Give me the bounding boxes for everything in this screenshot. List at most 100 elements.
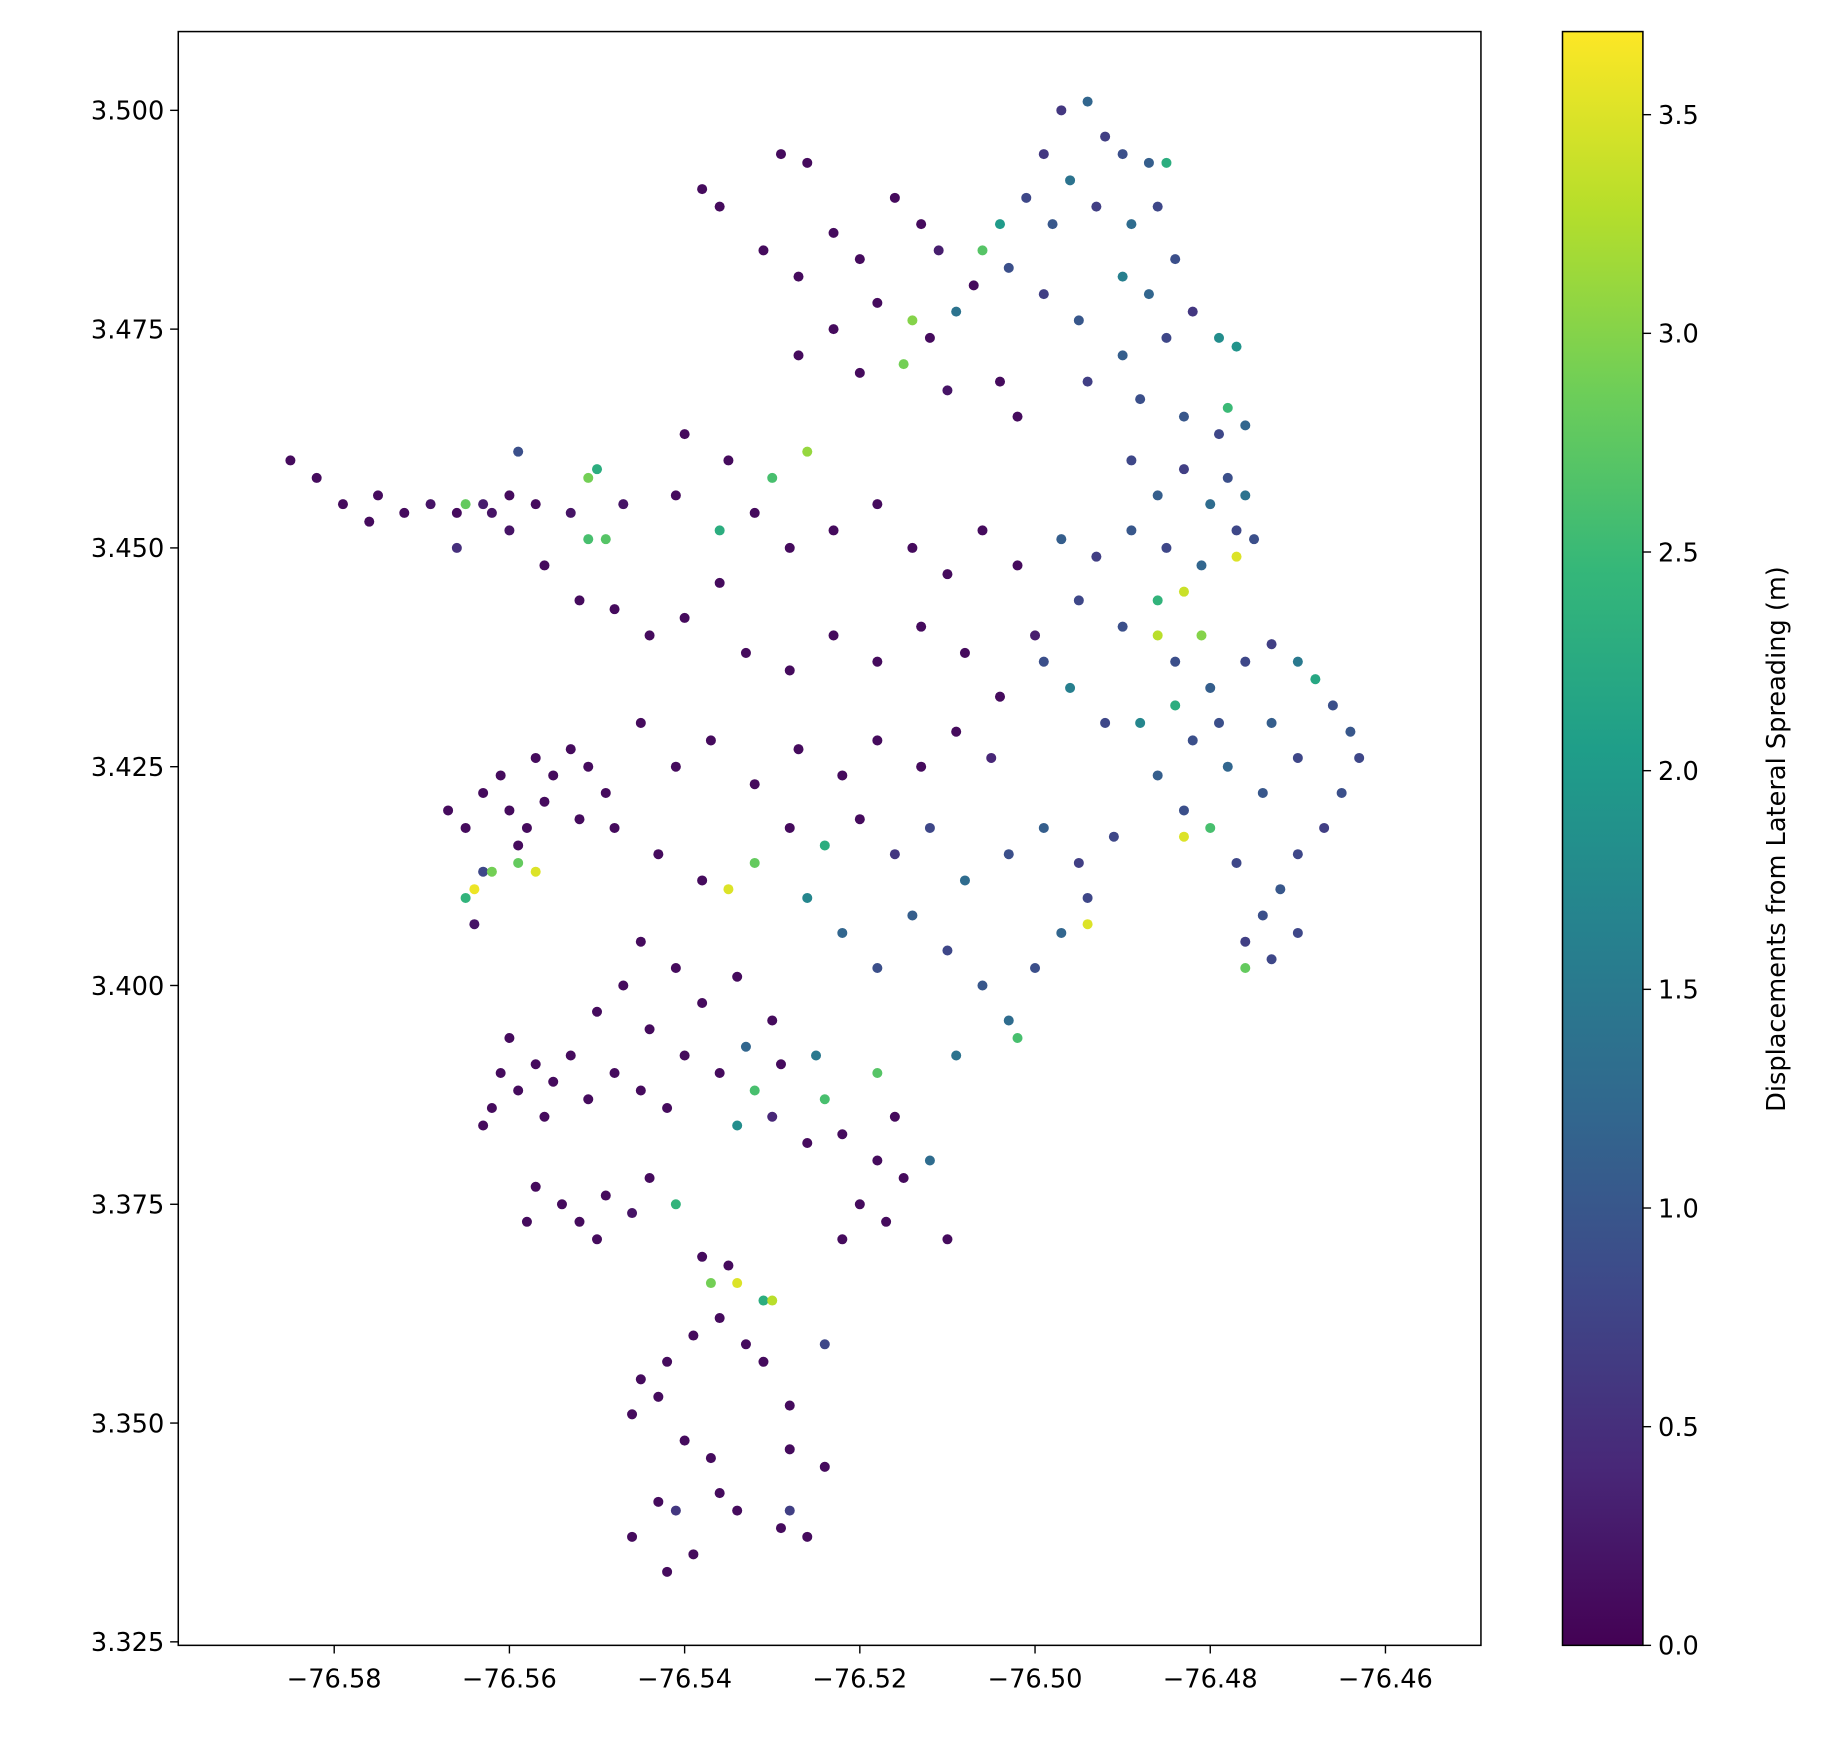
- data-point: [1292, 849, 1303, 860]
- data-point: [1012, 560, 1023, 571]
- data-point: [828, 525, 839, 536]
- data-point: [478, 866, 489, 877]
- data-point: [1222, 761, 1233, 772]
- data-point: [793, 350, 804, 361]
- data-point: [697, 875, 708, 886]
- data-point: [1082, 96, 1093, 107]
- data-point: [854, 1199, 865, 1210]
- data-point: [443, 805, 454, 816]
- data-point: [784, 1505, 795, 1516]
- data-point: [670, 490, 681, 501]
- data-point: [1030, 630, 1041, 641]
- data-point: [1170, 656, 1181, 667]
- y-tick-label: 3.325: [91, 1628, 164, 1658]
- data-point: [1222, 402, 1233, 413]
- data-point: [1345, 726, 1356, 737]
- data-point: [539, 560, 550, 571]
- data-point: [1213, 717, 1225, 728]
- data-point: [959, 647, 970, 658]
- data-point: [872, 656, 883, 667]
- data-point: [495, 770, 506, 781]
- colorbar-gradient: [1561, 30, 1644, 1647]
- data-point: [679, 1435, 690, 1446]
- data-point: [837, 927, 848, 938]
- data-point: [907, 542, 918, 553]
- data-point: [460, 892, 471, 903]
- data-point: [749, 507, 760, 518]
- data-point: [775, 1523, 786, 1534]
- data-point: [688, 1549, 699, 1560]
- data-point: [1152, 595, 1163, 606]
- data-point: [556, 1199, 567, 1210]
- data-point: [802, 1138, 813, 1149]
- data-point: [872, 1067, 883, 1079]
- data-point: [802, 892, 813, 903]
- data-point: [521, 1216, 532, 1227]
- data-point: [1135, 394, 1146, 405]
- data-point: [644, 1024, 655, 1035]
- data-point: [1213, 332, 1225, 343]
- data-point: [793, 744, 804, 755]
- data-point: [1100, 717, 1111, 728]
- data-point: [1222, 472, 1233, 483]
- data-point: [732, 1120, 743, 1131]
- data-point: [732, 1505, 743, 1516]
- data-point: [714, 201, 725, 212]
- data-point: [942, 385, 953, 396]
- y-tick-label: 3.350: [91, 1409, 164, 1439]
- x-tick-label: −76.46: [1338, 1664, 1433, 1694]
- data-point: [767, 1015, 778, 1026]
- data-point: [854, 814, 865, 825]
- data-point: [828, 227, 839, 238]
- y-tick-label: 3.475: [91, 315, 164, 345]
- data-point: [1205, 499, 1216, 510]
- data-point: [994, 691, 1006, 702]
- data-point: [837, 770, 848, 781]
- data-point: [1073, 857, 1084, 868]
- data-point: [1065, 682, 1076, 693]
- data-point: [1152, 201, 1163, 212]
- data-point: [670, 1505, 681, 1516]
- data-point: [697, 184, 708, 195]
- data-point: [1038, 149, 1049, 160]
- data-point: [425, 499, 436, 510]
- data-point: [530, 752, 541, 763]
- data-point: [592, 1006, 603, 1017]
- data-point: [1354, 752, 1365, 763]
- data-point: [977, 980, 988, 991]
- data-point: [968, 280, 979, 291]
- data-point: [565, 744, 576, 755]
- data-point: [1012, 1032, 1023, 1044]
- data-point: [1231, 551, 1242, 562]
- data-point: [600, 1190, 611, 1201]
- data-points: [285, 96, 1365, 1577]
- data-point: [1292, 656, 1303, 667]
- data-point: [530, 1181, 541, 1192]
- data-point: [451, 542, 462, 553]
- data-point: [399, 507, 410, 518]
- data-point: [775, 149, 786, 160]
- data-point: [1170, 700, 1181, 711]
- data-point: [916, 761, 927, 772]
- data-point: [872, 735, 883, 746]
- data-point: [793, 271, 804, 282]
- data-point: [609, 822, 620, 833]
- colorbar-tick-label: 1.5: [1658, 976, 1699, 1006]
- data-point: [1327, 700, 1338, 711]
- data-point: [1187, 735, 1198, 746]
- data-point: [1091, 201, 1102, 212]
- data-point: [1205, 682, 1216, 693]
- data-point: [1196, 560, 1207, 571]
- data-point: [749, 857, 760, 868]
- data-point: [653, 849, 664, 860]
- data-point: [1038, 289, 1049, 300]
- data-point: [837, 1129, 848, 1140]
- data-point: [1152, 490, 1163, 501]
- data-point: [592, 1234, 603, 1245]
- data-point: [1021, 192, 1032, 203]
- data-point: [662, 1102, 673, 1114]
- data-point: [1310, 674, 1321, 685]
- data-point: [539, 796, 550, 807]
- data-point: [1231, 857, 1242, 868]
- data-point: [714, 577, 725, 588]
